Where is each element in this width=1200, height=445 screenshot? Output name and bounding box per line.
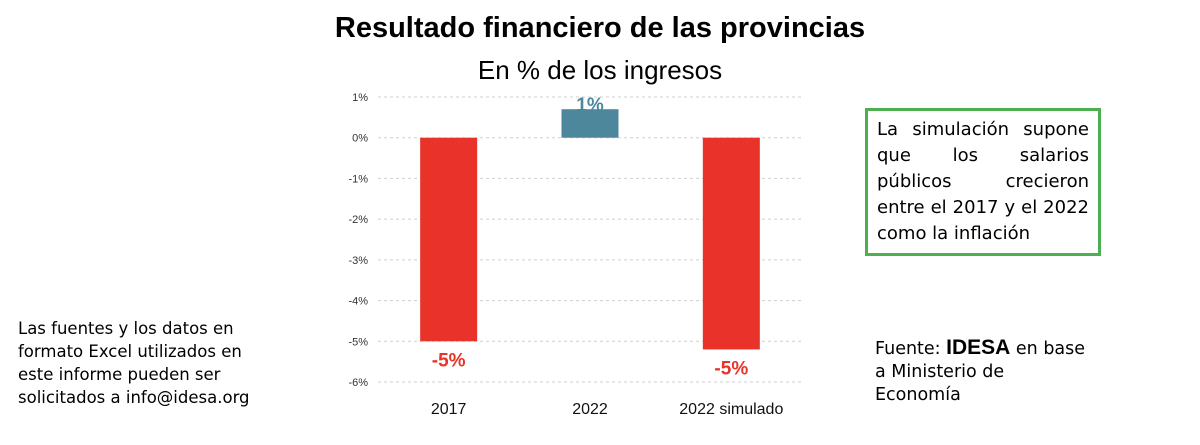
chart-subtitle: En % de los ingresos xyxy=(477,55,723,85)
x-tick-label: 2017 xyxy=(431,401,467,418)
x-tick-label: 2022 simulado xyxy=(679,401,783,418)
y-tick-label: -2% xyxy=(348,214,368,226)
source-line-3: Economía xyxy=(875,385,961,405)
source-line-2: a Ministerio de xyxy=(875,362,1005,382)
x-tick-label: 2022 xyxy=(572,401,608,418)
data-availability-note: Las fuentes y los datos en formato Excel… xyxy=(18,317,253,409)
source-line-1: Fuente: IDESA en base xyxy=(875,336,1105,361)
data-label: 1% xyxy=(576,95,604,116)
data-label: -5% xyxy=(432,350,466,371)
y-tick-label: -3% xyxy=(348,255,368,267)
data-label: -5% xyxy=(714,358,748,379)
y-tick-label: -1% xyxy=(348,173,368,185)
chart-title: Resultado financiero de las provincias xyxy=(334,12,866,44)
data-note-line: solicitados a info@idesa.org xyxy=(18,388,250,407)
y-tick-label: -6% xyxy=(348,377,368,389)
source-prefix: Fuente: xyxy=(875,339,947,359)
y-tick-label: -4% xyxy=(348,296,368,308)
y-tick-label: -5% xyxy=(348,336,368,348)
bar xyxy=(420,137,478,342)
y-tick-label: 1% xyxy=(352,92,368,104)
data-note-line: Las fuentes y los datos en xyxy=(18,319,234,338)
source-note: Fuente: IDESA en base a Ministerio de Ec… xyxy=(875,336,1105,407)
simulation-note-text: La simulación supone que los salarios pú… xyxy=(877,119,1089,244)
data-note-line: formato Excel utilizados en xyxy=(18,342,242,361)
idesa-brand: IDESA xyxy=(946,336,1011,359)
simulation-note-box: La simulación supone que los salarios pú… xyxy=(865,108,1101,256)
bar xyxy=(561,109,619,138)
y-tick-label: 0% xyxy=(352,133,368,145)
bar xyxy=(702,137,760,350)
source-suffix: en base xyxy=(1010,339,1086,359)
data-note-line: este informe pueden ser xyxy=(18,365,221,384)
